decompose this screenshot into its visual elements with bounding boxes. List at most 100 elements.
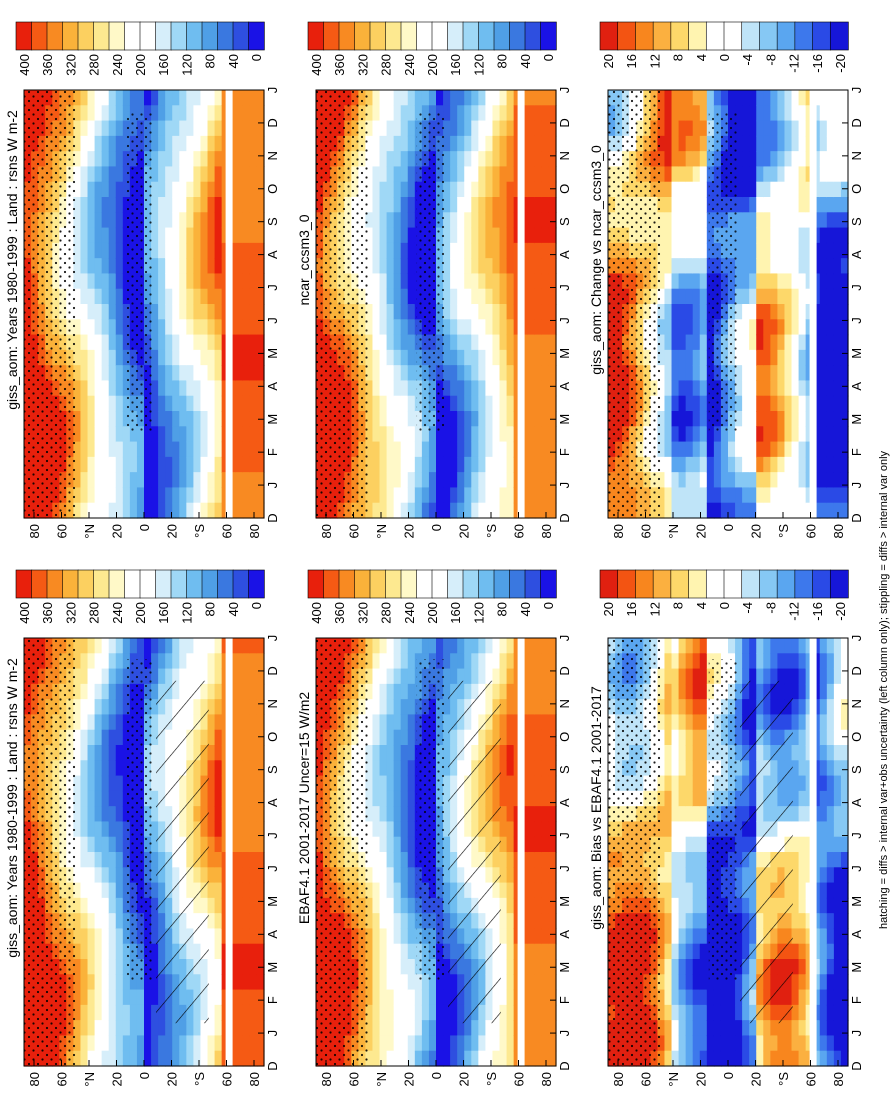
heatmap-cell: [165, 105, 173, 122]
heatmap-cell: [471, 395, 479, 412]
heatmap-cell: [485, 151, 494, 168]
heatmap-cell: [720, 1004, 729, 1021]
heatmap-cell: [513, 775, 522, 792]
heatmap-cell: [221, 258, 230, 275]
heatmap-cell: [214, 638, 223, 654]
heatmap-cell: [122, 1035, 131, 1052]
heatmap-cell: [186, 653, 195, 670]
heatmap-cell: [94, 380, 103, 397]
heatmap-cell: [365, 943, 374, 960]
heatmap-cell: [728, 638, 736, 654]
heatmap-cell: [249, 821, 258, 838]
heatmap-cell: [165, 304, 173, 320]
heatmap-cell: [657, 729, 666, 746]
heatmap-cell: [541, 90, 550, 106]
heatmap-cell: [179, 304, 187, 320]
heatmap-cell: [685, 1035, 694, 1052]
heatmap-cell: [249, 913, 258, 930]
heatmap-cell: [379, 959, 388, 975]
heatmap-cell: [506, 867, 515, 884]
heatmap-cell: [207, 943, 216, 960]
heatmap-cell: [365, 227, 374, 244]
heatmap-cell: [485, 441, 494, 458]
heatmap-cell: [763, 1020, 771, 1037]
heatmap-cell: [407, 913, 416, 930]
heatmap-cell: [499, 319, 508, 336]
heatmap-cell: [256, 395, 265, 412]
heatmap-cell: [541, 105, 550, 122]
heatmap-cell: [73, 821, 82, 838]
heatmap-cell: [179, 319, 187, 336]
heatmap-cell: [151, 699, 159, 716]
heatmap-cell: [158, 365, 166, 382]
heatmap-cell: [777, 1035, 786, 1052]
heatmap-cell: [235, 304, 244, 320]
heatmap-cell: [242, 714, 251, 731]
heatmap-cell: [221, 426, 230, 443]
heatmap-cell: [80, 1050, 89, 1067]
heatmap-cell: [200, 242, 209, 259]
heatmap-cell: [172, 472, 180, 489]
heatmap-cell: [249, 120, 258, 137]
heatmap-cell: [393, 897, 402, 914]
heatmap-cell: [73, 304, 82, 320]
heatmap-cell: [471, 1020, 479, 1037]
heatmap-cell: [221, 745, 230, 761]
heatmap-cell: [798, 821, 807, 838]
heatmap-cell: [193, 456, 202, 473]
heatmap-cell: [513, 1004, 522, 1021]
heatmap-cell: [664, 1050, 673, 1067]
heatmap-cell: [214, 197, 223, 213]
heatmap-cell: [214, 897, 223, 914]
heatmap-cell: [393, 212, 402, 229]
heatmap-cell: [485, 181, 494, 198]
heatmap-cell: [235, 913, 244, 930]
heatmap-cell: [400, 258, 409, 275]
heatmap-cell: [492, 319, 501, 336]
heatmap-cell: [527, 729, 536, 746]
heatmap-cell: [151, 166, 159, 183]
heatmap-cell: [499, 258, 508, 275]
heatmap-cell: [763, 1035, 771, 1052]
heatmap-cell: [492, 334, 501, 351]
heatmap-cell: [499, 959, 508, 975]
heatmap-cell: [87, 913, 96, 930]
heatmap-cell: [179, 1020, 187, 1037]
heatmap-cell: [692, 867, 701, 884]
heatmap-cell: [365, 775, 374, 792]
heatmap-cell: [506, 487, 515, 504]
colorbar-label: 320: [355, 602, 370, 624]
heatmap-cell: [692, 790, 701, 807]
colorbar-label: 400: [309, 602, 324, 624]
heatmap-cell: [94, 760, 103, 777]
heatmap-cell: [506, 258, 515, 275]
heatmap-cell: [365, 426, 374, 443]
month-tick-label: D: [557, 1061, 572, 1070]
colorbar-swatch: [385, 569, 402, 599]
heatmap-cell: [548, 882, 557, 899]
heatmap-cell: [513, 258, 522, 275]
colorbar-label: 160: [448, 54, 463, 76]
heatmap-cell: [464, 472, 472, 489]
heatmap-cell: [471, 334, 479, 351]
heatmap-cell: [527, 319, 536, 336]
heatmap-cell: [499, 273, 508, 290]
heatmap-cell: [513, 683, 522, 700]
heatmap-cell: [513, 288, 522, 305]
heatmap-cell: [671, 943, 680, 960]
heatmap-cell: [527, 683, 536, 700]
heatmap-cell: [165, 638, 173, 654]
heatmap-cell: [485, 90, 494, 106]
heatmap-cell: [513, 729, 522, 746]
heatmap-cell: [664, 668, 673, 685]
heatmap-cell: [513, 319, 522, 336]
heatmap-cell: [165, 197, 173, 213]
heatmap-cell: [735, 729, 743, 746]
heatmap-cell: [214, 683, 223, 700]
heatmap-cell: [235, 456, 244, 473]
month-tick-label: A: [265, 930, 280, 939]
heatmap-cell: [548, 729, 557, 746]
colorbar-swatch: [248, 569, 265, 599]
heatmap-cell: [541, 334, 550, 351]
colorbar-label: 320: [355, 54, 370, 76]
